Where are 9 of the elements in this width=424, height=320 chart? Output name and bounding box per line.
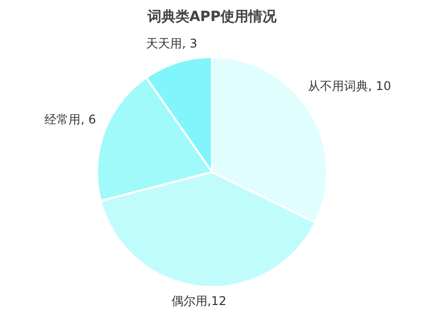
data-label: , 3: [182, 36, 198, 51]
chart-title: 词典类APP使用情况: [146, 9, 278, 25]
data-label: , 6: [80, 112, 96, 127]
slice-label: 从不用词典: [308, 79, 368, 94]
data-label: ,12: [207, 294, 226, 308]
slice-label: 偶尔用: [171, 294, 208, 308]
data-label: , 10: [368, 79, 392, 94]
slice-label: 经常用: [44, 112, 81, 127]
slice-label: 天天用: [146, 36, 182, 51]
